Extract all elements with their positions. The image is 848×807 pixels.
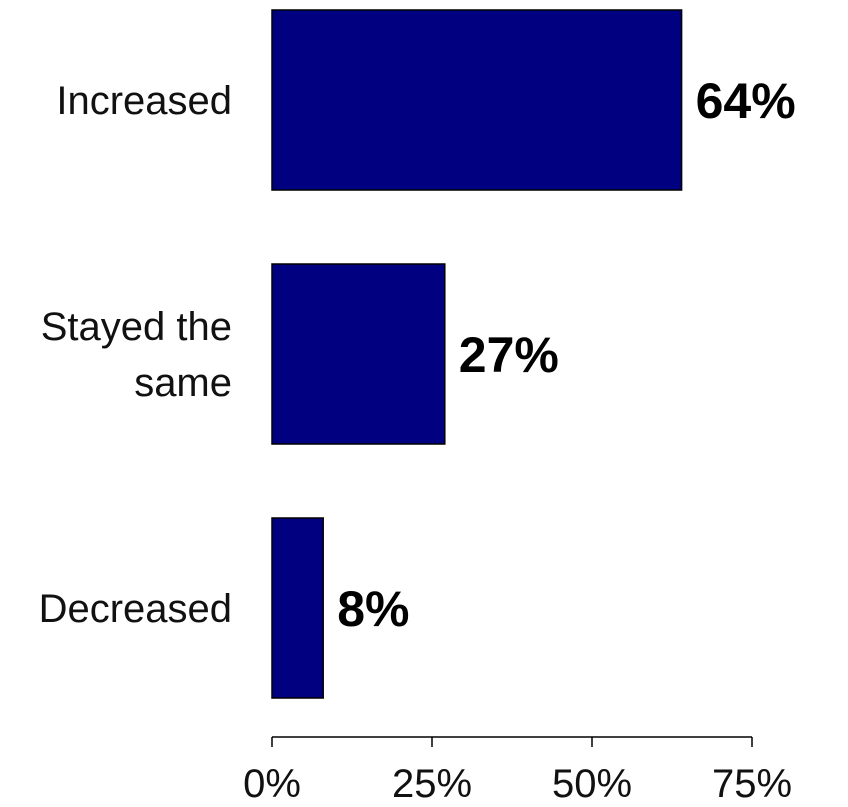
data-label: 8% [337,581,409,637]
category-label: Increased [56,79,232,123]
data-label: 64% [696,73,796,129]
category-label: Stayed the [41,305,232,349]
bar [271,517,324,699]
category-labels: Increased Stayed the same Decreased [39,79,232,631]
x-tick-label: 0% [243,762,301,806]
bar [271,9,683,191]
data-labels: 64% 27% 8% [337,73,795,637]
x-tick-label: 25% [392,762,472,806]
bar [271,263,446,445]
bars-layer [271,9,683,699]
x-tick-label: 75% [712,762,792,806]
category-label: same [134,361,232,405]
category-label: Decreased [39,587,232,631]
x-axis: 0% 25% 50% 75% [243,736,792,806]
data-label: 27% [459,327,559,383]
x-tick-label: 50% [552,762,632,806]
